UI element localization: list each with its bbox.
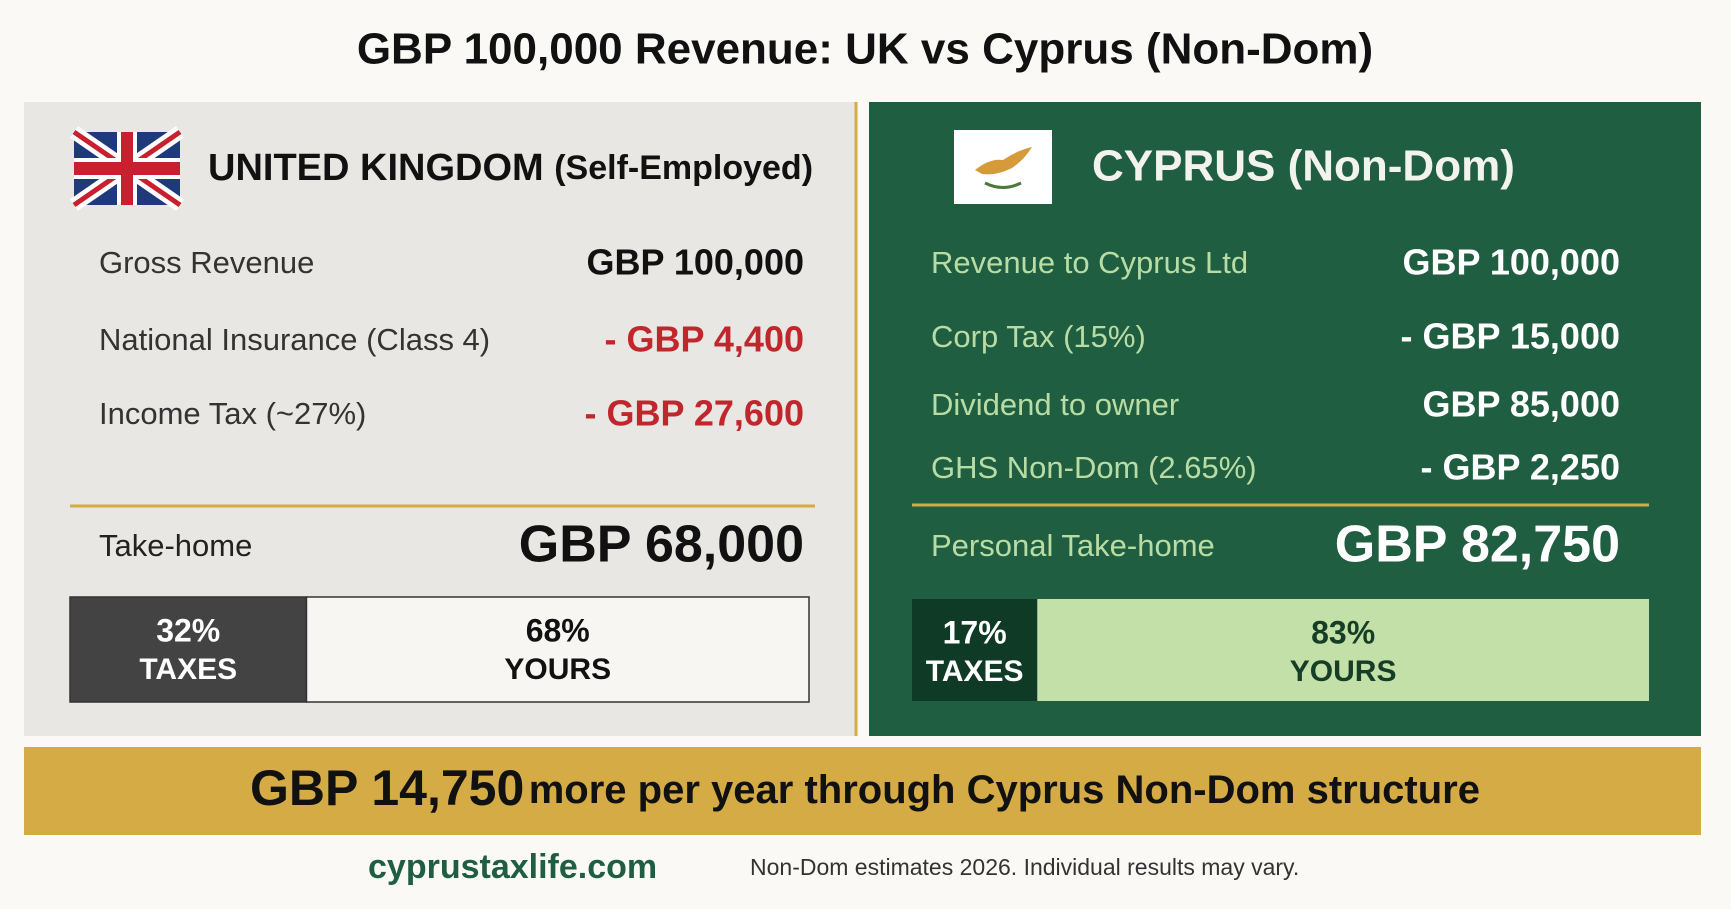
takehome-label: Personal Take-home [931,528,1215,563]
split-percent: 68% [526,612,590,648]
split-segment [305,596,810,703]
split-percent: 17% [943,614,1007,650]
row-value: GBP 100,000 [587,242,805,283]
uk-subheading: (Self-Employed) [554,149,813,187]
row-label: Dividend to owner [931,387,1179,422]
row-label: Gross Revenue [99,245,314,280]
row-label: Revenue to Cyprus Ltd [931,245,1248,280]
cyprus-flag [954,130,1052,204]
uk-heading-main: UNITED KINGDOM [208,147,544,189]
row-value: - GBP 15,000 [1401,316,1620,357]
split-percent: 32% [156,612,220,648]
row-value: GBP 100,000 [1403,242,1621,283]
split-caption: YOURS [504,653,611,686]
title: GBP 100,000 Revenue: UK vs Cyprus (Non-D… [357,25,1373,74]
split-segment [912,599,1038,701]
split-caption: TAXES [139,653,237,686]
uk-flag [70,126,184,211]
row-value: - GBP 2,250 [1421,447,1620,488]
row-value: GBP 85,000 [1423,384,1620,425]
row-label: GHS Non-Dom (2.65%) [931,450,1257,485]
uk-heading: UNITED KINGDOM (Self-Employed) [208,147,813,189]
split-segment [1037,599,1649,701]
row-label: Income Tax (~27%) [99,396,366,431]
footer-site[interactable]: cyprustaxlife.com [368,848,657,886]
takehome-value: GBP 68,000 [519,516,804,574]
takehome-label: Take-home [99,528,252,563]
row-label: Corp Tax (15%) [931,319,1146,354]
split-segment [69,596,308,703]
banner-amount: GBP 14,750 [250,760,524,816]
cyprus-heading: CYPRUS (Non-Dom) [1092,142,1515,191]
split-caption: TAXES [926,655,1024,688]
row-value: - GBP 4,400 [605,319,804,360]
takehome-value: GBP 82,750 [1335,516,1620,574]
row-value: - GBP 27,600 [585,393,804,434]
split-caption: YOURS [1290,655,1397,688]
row-label: National Insurance (Class 4) [99,322,490,357]
banner [24,747,1701,835]
footer-note: Non-Dom estimates 2026. Individual resul… [750,854,1299,880]
banner-text: GBP 14,750 more per year through Cyprus … [250,760,1480,816]
banner-caption: more per year through Cyprus Non-Dom str… [529,768,1480,812]
split-percent: 83% [1311,614,1375,650]
